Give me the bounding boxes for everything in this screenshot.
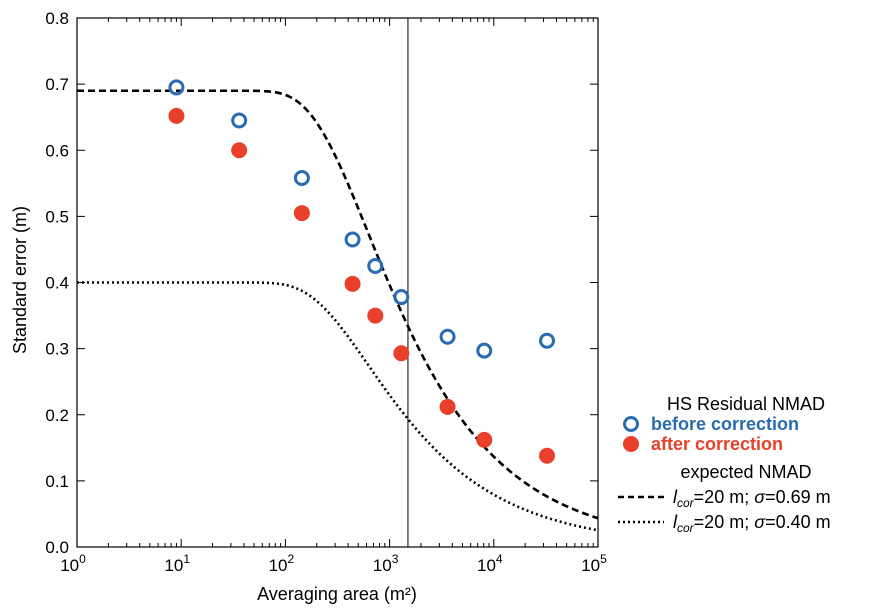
expected-curve-dashed xyxy=(77,89,598,520)
x-tick-label: 100 xyxy=(60,552,86,575)
plot-frame xyxy=(76,17,599,548)
y-tick-label: 0.2 xyxy=(45,406,69,425)
x-tick-label: 104 xyxy=(477,552,503,575)
point-before xyxy=(344,231,361,248)
y-tick-label: 0.4 xyxy=(45,274,69,293)
point-after xyxy=(231,142,248,159)
x-tick-label: 102 xyxy=(269,552,295,575)
x-axis-label: Averaging area (m²) xyxy=(257,584,417,604)
y-tick-label: 0.3 xyxy=(45,340,69,359)
point-before xyxy=(439,328,456,345)
expected-curve-dotted xyxy=(77,281,598,532)
legend-marker-before xyxy=(623,416,639,432)
point-after xyxy=(367,307,384,324)
point-after xyxy=(168,107,185,124)
point-before xyxy=(393,289,410,306)
point-after xyxy=(344,275,361,292)
point-before xyxy=(367,257,384,274)
y-tick-label: 0.6 xyxy=(45,141,69,160)
point-after xyxy=(393,345,410,362)
legend-label-after: after correction xyxy=(651,434,783,454)
point-after xyxy=(439,398,456,415)
point-after xyxy=(538,447,555,464)
legend-marker-after xyxy=(623,436,639,452)
legend-expected-title: expected NMAD xyxy=(680,462,811,482)
axes: 100 101 102 103 104 105 0.0 0.1 0.2 0.3 0.4 0.5 0.6 0… xyxy=(45,9,607,575)
y-axis-label: Standard error (m) xyxy=(10,206,30,354)
x-tick-label: 105 xyxy=(581,552,607,575)
legend-label-curve2: lcor=20 m; σ=0.40 m xyxy=(673,512,831,535)
x-tick-label: 101 xyxy=(164,552,190,575)
point-before xyxy=(231,112,248,129)
y-tick-label: 0.7 xyxy=(45,75,69,94)
legend-title: HS Residual NMAD xyxy=(667,394,825,414)
y-tick-label: 0.0 xyxy=(45,538,69,557)
point-before xyxy=(538,332,555,349)
point-before xyxy=(476,342,493,359)
y-tick-label: 0.1 xyxy=(45,472,69,491)
legend: HS Residual NMAD before correction after… xyxy=(618,394,831,535)
plot-area xyxy=(77,18,598,547)
point-after xyxy=(476,431,493,448)
point-before xyxy=(293,170,310,187)
point-after xyxy=(293,205,310,222)
point-before xyxy=(168,79,185,96)
x-tick-label: 103 xyxy=(373,552,399,575)
legend-label-before: before correction xyxy=(651,414,799,434)
y-tick-label: 0.5 xyxy=(45,207,69,226)
y-tick-label: 0.8 xyxy=(45,9,69,28)
legend-label-curve1: lcor=20 m; σ=0.69 m xyxy=(673,487,831,510)
